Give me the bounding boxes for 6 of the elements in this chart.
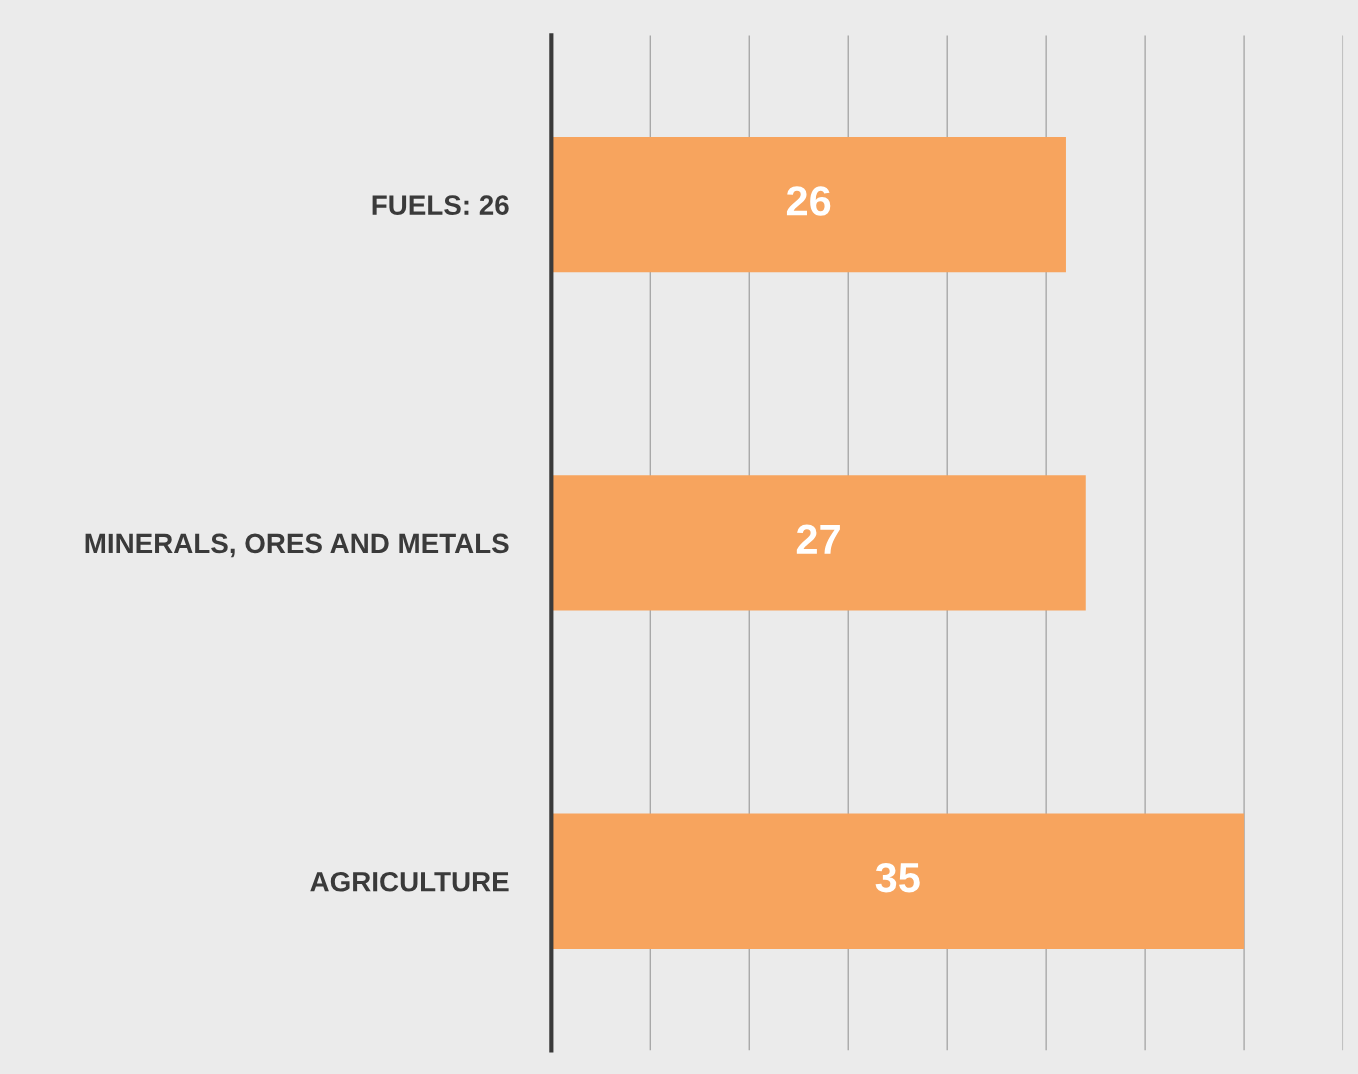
data-label: 26 (786, 186, 831, 216)
data-label: 35 (875, 862, 920, 893)
y-tick-label: FUELS: 26 (372, 195, 509, 215)
y-tick-label: MINERALS, ORES AND METALS (85, 533, 509, 558)
y-tick-label: AGRICULTURE (310, 871, 509, 892)
data-label: 27 (796, 524, 840, 554)
